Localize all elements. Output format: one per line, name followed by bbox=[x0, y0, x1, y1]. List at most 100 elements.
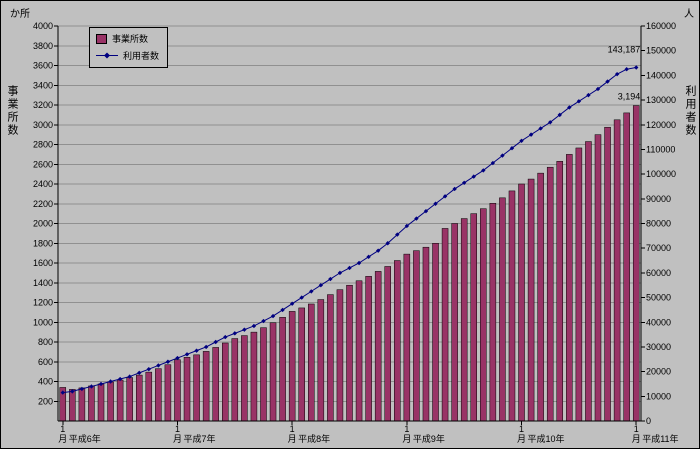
bar bbox=[537, 172, 544, 422]
legend-line-label: 利用者数 bbox=[123, 51, 160, 61]
line-marker bbox=[404, 223, 410, 229]
line-marker bbox=[251, 323, 257, 329]
x-axis-month-label: 1 bbox=[175, 424, 180, 434]
y-axis-left-tick-label: 2400 bbox=[33, 179, 53, 189]
y-axis-left-tick-label: 1000 bbox=[33, 317, 53, 327]
line-marker bbox=[586, 92, 591, 98]
bar bbox=[374, 271, 382, 422]
line-marker bbox=[452, 186, 457, 192]
bar bbox=[193, 354, 200, 422]
bar bbox=[69, 389, 76, 422]
bar bbox=[88, 385, 95, 422]
line-marker bbox=[299, 295, 304, 300]
line-marker bbox=[375, 248, 381, 253]
x-axis-year-label: 平成11年 bbox=[642, 433, 678, 444]
y-axis-right-tick-label: 70000 bbox=[646, 243, 671, 253]
line-marker bbox=[595, 86, 601, 92]
right-axis-title: 利用者数 bbox=[684, 85, 696, 137]
left-axis-unit-label: か所 bbox=[10, 9, 30, 20]
bar bbox=[78, 387, 86, 422]
x-axis-year-label: 平成9年 bbox=[413, 433, 445, 444]
x-axis-month-label: 月 bbox=[58, 434, 67, 444]
x-axis-month-label: 1 bbox=[634, 424, 639, 434]
y-axis-right-tick-label: 130000 bbox=[646, 95, 676, 105]
bar bbox=[164, 364, 172, 422]
line-marker bbox=[433, 201, 438, 206]
line-marker bbox=[60, 390, 65, 395]
line-marker bbox=[223, 334, 228, 340]
bar bbox=[317, 299, 325, 422]
bar bbox=[556, 161, 564, 422]
line-marker bbox=[117, 376, 123, 382]
line-marker bbox=[309, 289, 314, 294]
bar bbox=[346, 284, 353, 422]
line-marker bbox=[624, 67, 629, 72]
bar bbox=[212, 347, 219, 422]
y-axis-right-tick-label: 50000 bbox=[646, 293, 671, 303]
y-axis-left-tick-label: 2000 bbox=[33, 219, 53, 229]
line-marker bbox=[280, 307, 285, 313]
bar bbox=[336, 289, 344, 422]
bar bbox=[327, 294, 334, 422]
line-marker bbox=[366, 254, 371, 260]
bar bbox=[250, 331, 258, 422]
line-marker bbox=[261, 318, 266, 324]
bar bbox=[508, 190, 516, 422]
y-axis-right-tick-label: 90000 bbox=[646, 194, 671, 204]
bar bbox=[613, 119, 621, 422]
line-marker bbox=[490, 160, 496, 166]
bar bbox=[422, 246, 430, 422]
bar bbox=[480, 208, 487, 422]
bar bbox=[632, 105, 640, 422]
x-axis-year-label: 平成7年 bbox=[183, 433, 215, 444]
line-marker bbox=[270, 313, 276, 319]
line-marker bbox=[242, 327, 247, 332]
line-marker bbox=[634, 65, 639, 70]
y-axis-left-tick-label: 1200 bbox=[33, 298, 53, 308]
line-marker bbox=[605, 79, 610, 84]
y-axis-left-tick-label: 3800 bbox=[33, 41, 53, 51]
x-axis-year-label: 平成10年 bbox=[528, 433, 565, 444]
line-marker bbox=[461, 180, 467, 185]
bar bbox=[231, 338, 239, 422]
x-axis-month-label: 1 bbox=[519, 424, 524, 434]
line-marker bbox=[423, 208, 429, 214]
line-marker bbox=[356, 260, 362, 266]
line-marker bbox=[98, 381, 104, 387]
bar bbox=[260, 327, 267, 422]
bar bbox=[222, 342, 229, 422]
line-marker bbox=[213, 339, 218, 345]
right-axis-unit-label: 人 bbox=[684, 9, 694, 20]
line-value-annotation: 143,187 bbox=[608, 45, 641, 55]
bar bbox=[575, 147, 583, 422]
line-marker bbox=[232, 331, 238, 336]
legend: 事業所数 利用者数 bbox=[89, 27, 169, 68]
line-marker bbox=[203, 344, 209, 350]
y-axis-left-tick-label: 3000 bbox=[33, 120, 53, 130]
bar bbox=[174, 359, 181, 422]
bar bbox=[107, 381, 114, 422]
line-marker bbox=[509, 146, 515, 151]
y-axis-right-tick-label: 30000 bbox=[646, 342, 671, 352]
line-marker bbox=[538, 126, 543, 131]
line-marker bbox=[567, 105, 572, 110]
y-axis-left-tick-label: 3200 bbox=[33, 100, 53, 110]
line-marker bbox=[184, 352, 190, 357]
line-marker bbox=[70, 389, 75, 394]
bar bbox=[116, 379, 124, 422]
x-axis-month-label: 1 bbox=[290, 424, 295, 434]
bar bbox=[604, 126, 611, 422]
y-axis-right-tick-label: 140000 bbox=[646, 70, 676, 80]
line-marker bbox=[557, 112, 562, 118]
line-marker bbox=[289, 301, 295, 306]
line-series-swatch-icon bbox=[96, 52, 118, 59]
x-axis-month-label: 1 bbox=[404, 424, 409, 434]
bar bbox=[279, 317, 286, 422]
bar bbox=[546, 166, 554, 422]
y-axis-right-tick-label: 80000 bbox=[646, 219, 671, 229]
y-axis-left-tick-label: 3400 bbox=[33, 80, 53, 90]
bar bbox=[460, 218, 468, 422]
line-marker bbox=[442, 194, 448, 199]
y-axis-left-tick-label: 3600 bbox=[33, 61, 53, 71]
